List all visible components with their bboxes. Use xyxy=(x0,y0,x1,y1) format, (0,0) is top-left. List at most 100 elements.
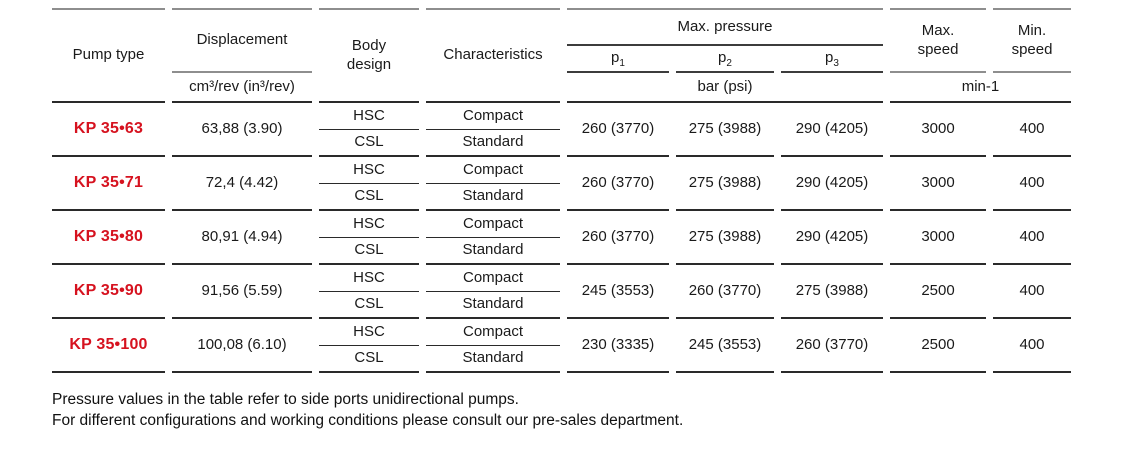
cell-min-speed: 400 xyxy=(993,211,1071,265)
table-row: CSL Standard xyxy=(52,346,1071,373)
pressure-unit: bar (psi) xyxy=(567,73,883,103)
footer-note-line2: For different configurations and working… xyxy=(52,411,684,429)
cell-min-speed: 400 xyxy=(993,103,1071,157)
cell-p1: 260 (3770) xyxy=(567,211,669,265)
cell-body-design: CSL xyxy=(319,184,419,211)
header-row-groups: Pump type Displacement Body design Chara… xyxy=(52,8,1071,103)
table-row: KP 35•80 80,91 (4.94) HSC Compact 260 (3… xyxy=(52,211,1071,265)
cell-p2: 275 (3988) xyxy=(676,103,774,157)
cell-pump-type: KP 35•90 xyxy=(52,265,165,319)
cell-displacement: 63,88 (3.90) xyxy=(172,103,312,157)
displacement-unit: cm³/rev (in³/rev) xyxy=(172,73,312,103)
col-header-min-speed-label: Min. speed xyxy=(1011,21,1053,58)
cell-p1: 245 (3553) xyxy=(567,265,669,319)
cell-pump-type: KP 35•100 xyxy=(52,319,165,373)
cell-characteristics: Compact xyxy=(426,265,560,292)
cell-min-speed: 400 xyxy=(993,157,1071,211)
pump-spec-table: Pump type Displacement Body design Chara… xyxy=(45,8,1078,373)
cell-p1: 230 (3335) xyxy=(567,319,669,373)
cell-max-speed: 2500 xyxy=(890,265,986,319)
table-header: Pump type Displacement Body design Chara… xyxy=(52,8,1071,103)
cell-displacement: 72,4 (4.42) xyxy=(172,157,312,211)
table-row: CSL Standard xyxy=(52,292,1071,319)
table-row: KP 35•100 100,08 (6.10) HSC Compact 230 … xyxy=(52,319,1071,373)
p1-sub: 1 xyxy=(619,58,625,70)
pump-row-group: KP 35•71 72,4 (4.42) HSC Compact 260 (37… xyxy=(52,157,1071,211)
pump-spec-table-wrap: Pump type Displacement Body design Chara… xyxy=(45,8,1078,373)
cell-body-design: HSC xyxy=(319,319,419,346)
cell-pump-type: KP 35•63 xyxy=(52,103,165,157)
col-header-body-design-label: Body design xyxy=(346,36,392,73)
table-row: CSL Standard xyxy=(52,184,1071,211)
pump-row-group: KP 35•80 80,91 (4.94) HSC Compact 260 (3… xyxy=(52,211,1071,265)
col-header-min-speed: Min. speed xyxy=(993,8,1071,73)
cell-displacement: 100,08 (6.10) xyxy=(172,319,312,373)
cell-p2: 275 (3988) xyxy=(676,211,774,265)
cell-p3: 290 (4205) xyxy=(781,103,883,157)
cell-characteristics: Compact xyxy=(426,319,560,346)
table-row: KP 35•63 63,88 (3.90) HSC Compact 260 (3… xyxy=(52,103,1071,157)
col-header-pump-type: Pump type xyxy=(52,8,165,103)
col-header-p1: p1 xyxy=(567,46,669,73)
footer-note-line1: Pressure values in the table refer to si… xyxy=(52,391,519,408)
cell-characteristics: Standard xyxy=(426,184,560,211)
col-header-max-speed-label: Max. speed xyxy=(917,21,959,58)
cell-min-speed: 400 xyxy=(993,265,1071,319)
cell-characteristics: Standard xyxy=(426,346,560,373)
cell-body-design: CSL xyxy=(319,130,419,157)
header-row-pressure-ports: p1 p2 p3 xyxy=(52,46,1071,73)
table-row: CSL Standard xyxy=(52,130,1071,157)
cell-p2: 275 (3988) xyxy=(676,157,774,211)
col-header-characteristics: Characteristics xyxy=(426,8,560,103)
col-header-max-pressure: Max. pressure xyxy=(567,8,883,46)
cell-body-design: CSL xyxy=(319,292,419,319)
table-row: CSL Standard xyxy=(52,238,1071,265)
cell-characteristics: Compact xyxy=(426,157,560,184)
cell-max-speed: 2500 xyxy=(890,319,986,373)
cell-max-speed: 3000 xyxy=(890,157,986,211)
cell-p1: 260 (3770) xyxy=(567,157,669,211)
p3-sub: 3 xyxy=(833,58,839,70)
table-row: KP 35•71 72,4 (4.42) HSC Compact 260 (37… xyxy=(52,157,1071,211)
cell-p3: 290 (4205) xyxy=(781,211,883,265)
col-header-p3: p3 xyxy=(781,46,883,73)
pump-row-group: KP 35•63 63,88 (3.90) HSC Compact 260 (3… xyxy=(52,103,1071,157)
cell-body-design: HSC xyxy=(319,265,419,292)
p2-label: p xyxy=(718,49,727,67)
cell-min-speed: 400 xyxy=(993,319,1071,373)
p3-label: p xyxy=(825,49,834,67)
p1-label: p xyxy=(611,49,620,67)
cell-p3: 290 (4205) xyxy=(781,157,883,211)
cell-characteristics: Standard xyxy=(426,238,560,265)
cell-characteristics: Compact xyxy=(426,211,560,238)
p2-sub: 2 xyxy=(726,58,732,70)
cell-p1: 260 (3770) xyxy=(567,103,669,157)
table-row: KP 35•90 91,56 (5.59) HSC Compact 245 (3… xyxy=(52,265,1071,319)
cell-p3: 275 (3988) xyxy=(781,265,883,319)
footer-notes: Pressure values in the table refer to si… xyxy=(52,390,1123,432)
cell-characteristics: Standard xyxy=(426,292,560,319)
cell-p2: 260 (3770) xyxy=(676,265,774,319)
cell-pump-type: KP 35•71 xyxy=(52,157,165,211)
cell-characteristics: Compact xyxy=(426,103,560,130)
col-header-body-design: Body design xyxy=(319,8,419,103)
cell-displacement: 80,91 (4.94) xyxy=(172,211,312,265)
col-header-max-speed: Max. speed xyxy=(890,8,986,73)
cell-max-speed: 3000 xyxy=(890,103,986,157)
cell-p2: 245 (3553) xyxy=(676,319,774,373)
col-header-p2: p2 xyxy=(676,46,774,73)
cell-body-design: CSL xyxy=(319,238,419,265)
cell-pump-type: KP 35•80 xyxy=(52,211,165,265)
cell-p3: 260 (3770) xyxy=(781,319,883,373)
header-row-units: cm³/rev (in³/rev) bar (psi) min-1 xyxy=(52,73,1071,103)
cell-max-speed: 3000 xyxy=(890,211,986,265)
cell-body-design: HSC xyxy=(319,103,419,130)
col-header-displacement: Displacement xyxy=(172,8,312,73)
speed-unit: min-1 xyxy=(890,73,1071,103)
cell-body-design: HSC xyxy=(319,211,419,238)
cell-displacement: 91,56 (5.59) xyxy=(172,265,312,319)
cell-characteristics: Standard xyxy=(426,130,560,157)
cell-body-design: CSL xyxy=(319,346,419,373)
cell-body-design: HSC xyxy=(319,157,419,184)
pump-row-group: KP 35•90 91,56 (5.59) HSC Compact 245 (3… xyxy=(52,265,1071,319)
